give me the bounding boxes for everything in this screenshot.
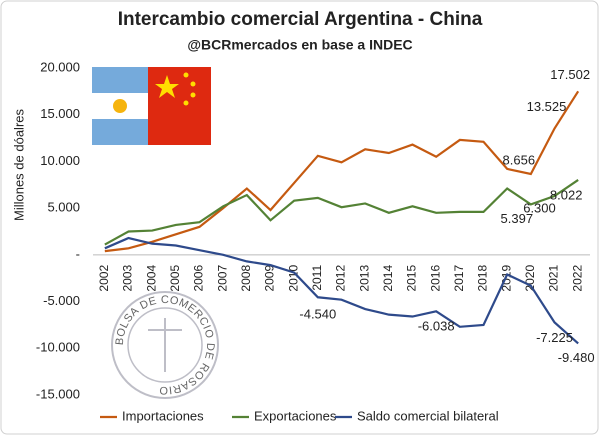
line-series bbox=[104, 178, 579, 246]
line-series bbox=[104, 236, 579, 345]
x-tick-label: 2007 bbox=[215, 265, 229, 292]
chart-subtitle: @BCRmercados en base a INDEC bbox=[187, 37, 412, 53]
data-label: 17.502 bbox=[550, 67, 590, 82]
data-label: -9.480 bbox=[558, 350, 595, 365]
x-tick-label: 2006 bbox=[192, 265, 206, 292]
x-tick-label: 2008 bbox=[239, 265, 253, 292]
x-tick-label: 2021 bbox=[547, 265, 561, 292]
data-label: 5.397 bbox=[501, 211, 534, 226]
x-tick-label: 2011 bbox=[310, 265, 324, 291]
y-tick-label: 5.000 bbox=[47, 200, 80, 215]
x-tick-label: 2016 bbox=[428, 265, 442, 292]
y-tick-label: -15.000 bbox=[36, 386, 80, 401]
data-label: 13.525 bbox=[527, 99, 567, 114]
y-tick-label: 15.000 bbox=[40, 106, 80, 121]
x-tick-label: 2004 bbox=[144, 265, 158, 292]
y-tick-label: 20.000 bbox=[40, 59, 80, 74]
x-tick-label: 2005 bbox=[168, 265, 182, 292]
line-series bbox=[104, 90, 580, 253]
y-tick-label: -5.000 bbox=[43, 293, 80, 308]
x-tick-label: 2002 bbox=[97, 265, 111, 292]
legend-label: Saldo comercial bilateral bbox=[357, 408, 499, 423]
x-tick-label: 2020 bbox=[523, 265, 537, 292]
legend-label: Importaciones bbox=[122, 408, 204, 423]
x-tick-label: 2009 bbox=[263, 265, 277, 292]
y-tick-label: - bbox=[76, 246, 80, 261]
x-tick-label: 2022 bbox=[570, 265, 584, 292]
x-tick-label: 2014 bbox=[381, 265, 395, 292]
y-axis-label: Millones de dóalres bbox=[11, 109, 26, 222]
seal bbox=[111, 291, 219, 399]
data-label: -6.038 bbox=[418, 319, 455, 334]
flags bbox=[92, 67, 211, 145]
data-label: 8.656 bbox=[503, 152, 536, 167]
y-tick-label: -10.000 bbox=[36, 340, 80, 355]
legend-label: Exportaciones bbox=[254, 408, 337, 423]
x-tick-label: 2015 bbox=[405, 265, 419, 292]
x-tick-label: 2012 bbox=[334, 265, 348, 292]
data-label: 8.022 bbox=[550, 187, 583, 202]
y-tick-label: 10.000 bbox=[40, 153, 80, 168]
x-tick-label: 2017 bbox=[452, 265, 466, 292]
x-tick-label: 2003 bbox=[121, 265, 135, 292]
chart-title: Intercambio comercial Argentina - China bbox=[118, 9, 483, 30]
x-tick-label: 2018 bbox=[476, 265, 490, 292]
data-label: -7.225 bbox=[536, 330, 573, 345]
x-tick-label: 2013 bbox=[357, 265, 371, 292]
data-label: 6.300 bbox=[523, 200, 556, 215]
data-label: -4.540 bbox=[299, 307, 336, 322]
